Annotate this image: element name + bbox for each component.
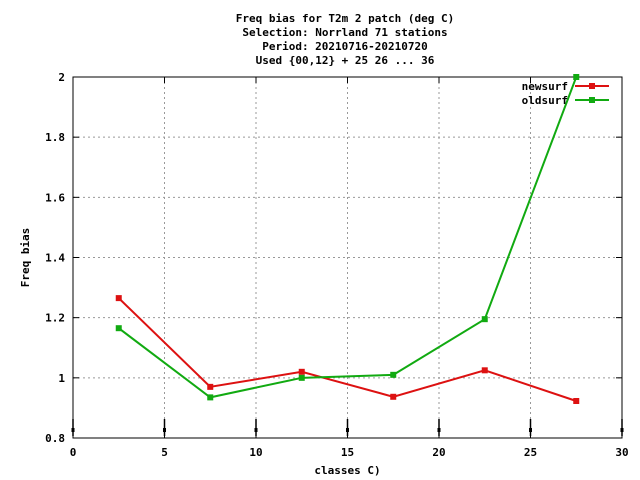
newsurf-point (573, 397, 580, 404)
series-layer (115, 74, 580, 404)
legend-label: newsurf (522, 80, 568, 93)
count-marker-dot (346, 428, 349, 432)
x-tick-label: 10 (249, 446, 262, 459)
oldsurf-point (115, 325, 122, 332)
count-marker-dot (529, 428, 532, 432)
count-marker-dot (163, 428, 166, 432)
y-tick-label: 1.4 (45, 252, 65, 265)
y-tick-label: 1.6 (45, 191, 65, 204)
oldsurf-point (390, 371, 397, 378)
newsurf-point (207, 383, 214, 390)
title-line: Selection: Norrland 71 stations (242, 26, 447, 39)
x-tick-label: 5 (161, 446, 168, 459)
newsurf-point (115, 295, 122, 302)
count-marker-dot (620, 428, 624, 432)
y-tick-label: 2 (58, 71, 65, 84)
title-line: Used {00,12} + 25 26 ... 36 (256, 54, 435, 67)
x-tick-label: 20 (432, 446, 445, 459)
legend-marker (589, 97, 595, 103)
oldsurf-point (207, 394, 214, 401)
count-markers (71, 419, 624, 436)
count-marker-dot (254, 428, 258, 432)
y-axis: 0.8 1 1.2 1.4 1.6 1.8 2 (45, 71, 622, 445)
y-tick-label: 1.2 (45, 312, 65, 325)
count-marker-dot (437, 428, 441, 432)
count-marker-dot (71, 428, 75, 432)
legend-label: oldsurf (522, 94, 568, 107)
y-tick-label: 1.8 (45, 131, 65, 144)
oldsurf-line (118, 76, 578, 399)
oldsurf-point (481, 316, 488, 323)
x-axis: 0 5 10 15 20 25 30 (70, 77, 629, 459)
x-tick-label: 30 (615, 446, 628, 459)
y-tick-label: 0.8 (45, 432, 65, 445)
newsurf-point (481, 367, 488, 374)
chart-title: Freq bias for T2m 2 patch (deg C)Selecti… (236, 12, 455, 67)
x-tick-label: 0 (70, 446, 77, 459)
title-line: Freq bias for T2m 2 patch (deg C) (236, 12, 455, 25)
newsurf-point (390, 393, 397, 400)
oldsurf-point (298, 374, 305, 381)
x-tick-label: 15 (341, 446, 354, 459)
x-axis-label: classes C) (314, 464, 380, 477)
oldsurf-point (573, 74, 580, 80)
y-axis-label: Freq bias (19, 228, 32, 288)
newsurf-line (118, 297, 577, 402)
legend-marker (589, 83, 595, 89)
x-tick-label: 25 (524, 446, 537, 459)
y-tick-label: 1 (58, 372, 65, 385)
newsurf-point (298, 368, 305, 375)
title-line: Period: 20210716-20210720 (262, 40, 428, 53)
grid (73, 77, 622, 438)
